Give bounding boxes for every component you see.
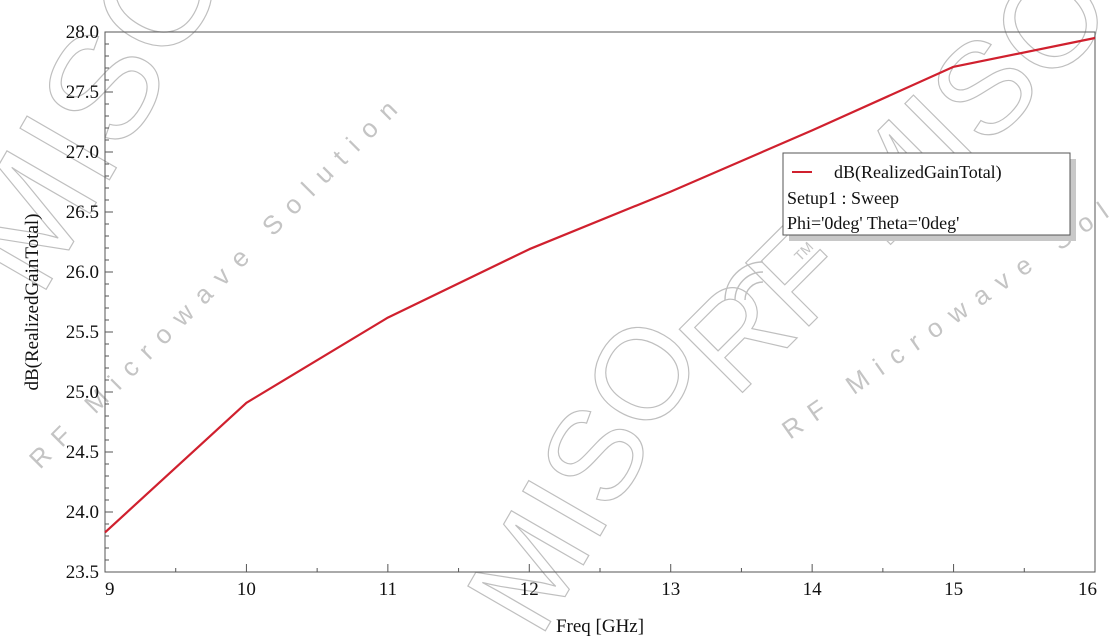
legend-entry-label: dB(RealizedGainTotal): [834, 162, 1002, 183]
x-tick-label: 16: [1078, 579, 1097, 600]
y-axis-title: dB(RealizedGainTotal): [22, 214, 43, 391]
y-tick-label: 27.5: [66, 82, 99, 103]
x-tick-label: 9: [105, 579, 115, 600]
wifi-icon: [724, 261, 764, 301]
x-tick-label: 11: [379, 579, 397, 600]
y-tick-label: 27.0: [66, 142, 99, 163]
y-tick-label: 26.5: [66, 202, 99, 223]
legend-angle-label: Phi='0deg' Theta='0deg': [787, 213, 959, 233]
legend-setup-label: Setup1 : Sweep: [787, 188, 899, 208]
x-tick-label: 10: [237, 579, 256, 600]
y-tick-label: 26.0: [66, 262, 99, 283]
y-tick-label: 28.0: [66, 22, 99, 43]
legend-box: [782, 152, 1071, 236]
x-tick-label: 15: [944, 579, 963, 600]
x-axis-title: Freq [GHz]: [556, 616, 644, 637]
y-tick-label: 23.5: [66, 562, 99, 583]
y-tick-label: 24.5: [66, 442, 99, 463]
x-tick-label: 12: [520, 579, 539, 600]
x-axis-tick-labels: 9 10 11 12 13 14 15 16: [105, 579, 1097, 600]
axis-ticks: [104, 31, 1096, 573]
y-tick-label: 25.5: [66, 322, 99, 343]
legend[interactable]: dB(RealizedGainTotal) Setup1 : Sweep Phi…: [782, 152, 1076, 241]
y-axis-tick-labels: 28.0 27.5 27.0 26.5 26.0 25.5 25.0 24.5 24.0 23.5: [66, 22, 99, 583]
y-tick-label: 25.0: [66, 382, 99, 403]
x-tick-label: 13: [661, 579, 680, 600]
x-tick-label: 14: [803, 579, 823, 600]
series-line-realized-gain-total: [104, 36, 1096, 534]
y-tick-label: 24.0: [66, 502, 99, 523]
